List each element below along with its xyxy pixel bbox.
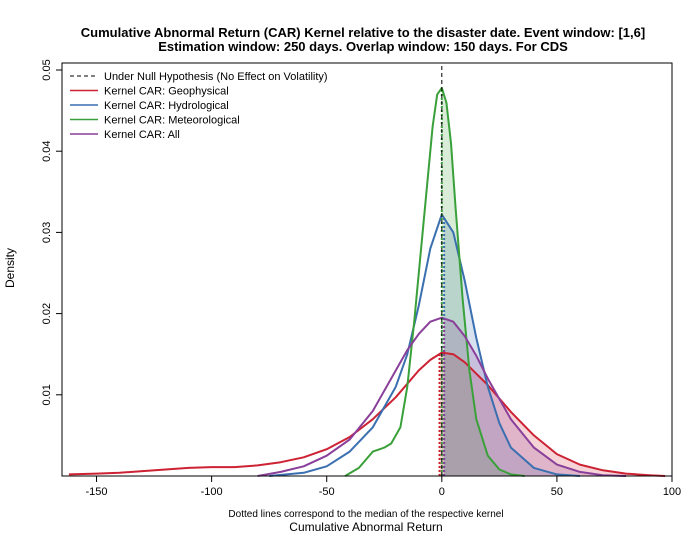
chart-title-line1: Cumulative Abnormal Return (CAR) Kernel … [81, 25, 645, 40]
series-fill-1 [444, 218, 580, 476]
legend: Under Null Hypothesis (No Effect on Vola… [70, 71, 328, 141]
series-line-3 [257, 316, 627, 477]
x-tick-label-1: -100 [201, 486, 223, 498]
y-tick-label-1: 0.02 [41, 303, 53, 324]
plot-frame [61, 62, 673, 477]
series-fill-0 [439, 352, 666, 476]
series-fill-2 [441, 87, 525, 477]
y-tick-label-4: 0.05 [41, 59, 53, 80]
chart-title-line2: Estimation window: 250 days. Overlap win… [158, 39, 568, 54]
x-tick-label-0: -150 [86, 486, 108, 498]
y-tick-label-2: 0.03 [41, 222, 53, 243]
legend-label-null: Under Null Hypothesis (No Effect on Vola… [104, 71, 328, 83]
x-tick-label-4: 50 [551, 486, 563, 498]
x-tick-label-2: -50 [319, 486, 335, 498]
y-tick-label-3: 0.04 [41, 140, 53, 161]
x-tick-label-3: 0 [439, 486, 445, 498]
series-line-0 [68, 351, 666, 477]
plot-area [68, 63, 666, 477]
y-tick-label-0: 0.01 [41, 384, 53, 405]
series-line-2 [344, 86, 525, 477]
series-fill-3 [444, 318, 626, 476]
y-axis-label: Density [3, 248, 17, 288]
x-tick-label-5: 100 [663, 486, 681, 498]
x-axis-label: Cumulative Abnormal Return [289, 520, 442, 534]
legend-label-2: Kernel CAR: Meteorological [104, 115, 240, 127]
legend-label-1: Kernel CAR: Hydrological [104, 100, 229, 112]
legend-label-3: Kernel CAR: All [104, 129, 180, 141]
x-axis-note: Dotted lines correspond to the median of… [228, 509, 503, 520]
legend-label-0: Kernel CAR: Geophysical [104, 86, 229, 98]
axes: -150 -100 -50 0 50 100 0.01 0.02 0.03 0.04 0.05 [41, 59, 681, 498]
